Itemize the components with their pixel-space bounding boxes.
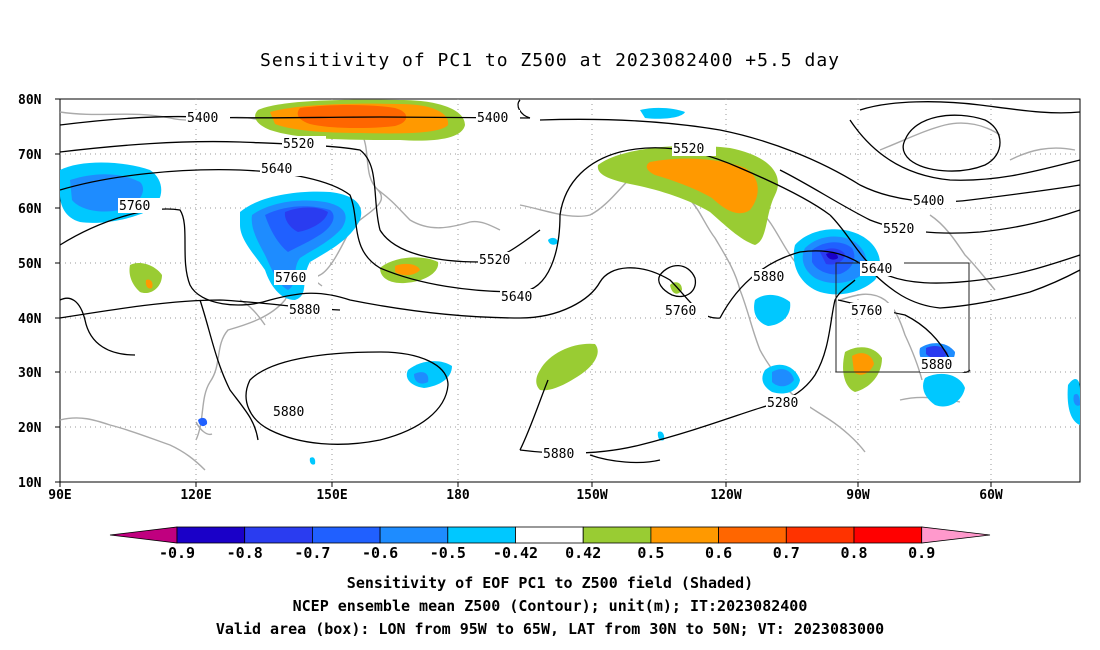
contour-label: 5400 [913, 194, 944, 209]
colorbar-label: -0.8 [227, 544, 263, 562]
contour-label: 5880 [753, 270, 784, 285]
colorbar-label: 0.42 [565, 544, 601, 562]
colorbar-label: 0.7 [773, 544, 800, 562]
lat-labels: 80N 70N 60N 50N 40N 30N 20N 10N [18, 93, 42, 491]
contour-label: 5880 [921, 358, 952, 373]
lat-label: 30N [18, 366, 42, 381]
lon-label: 90W [846, 488, 870, 503]
contour-label: 5400 [187, 111, 218, 126]
shaded-sensitivity [60, 99, 1080, 465]
lat-label: 60N [18, 202, 42, 217]
chart-title: Sensitivity of PC1 to Z500 at 2023082400… [259, 50, 840, 71]
contour-label: 5640 [261, 162, 292, 177]
colorbar-label: 0.8 [840, 544, 867, 562]
contour-label: 5760 [275, 271, 306, 286]
contour-label: 5760 [665, 304, 696, 319]
contour-label: 5520 [673, 142, 704, 157]
contour-label: 5400 [477, 111, 508, 126]
lat-label: 80N [18, 93, 42, 108]
lon-label: 150W [576, 488, 607, 503]
lat-label: 10N [18, 476, 42, 491]
colorbar-label: -0.6 [362, 544, 398, 562]
contour-label: 5640 [501, 290, 532, 305]
lat-label: 40N [18, 312, 42, 327]
lon-label: 60W [979, 488, 1003, 503]
colorbar-label: -0.5 [430, 544, 466, 562]
contour-label: 5760 [851, 304, 882, 319]
contour-label: 5280 [767, 396, 798, 411]
colorbar-label: 0.6 [705, 544, 732, 562]
colorbar-labels: -0.9 -0.8 -0.7 -0.6 -0.5 -0.42 0.42 0.5 0.6 0.7 0.… [159, 544, 935, 562]
lat-label: 50N [18, 257, 42, 272]
colorbar-label: 0.9 [908, 544, 935, 562]
caption-valid-area: Valid area (box): LON from 95W to 65W, L… [215, 620, 885, 638]
contour-label: 5520 [883, 222, 914, 237]
colorbar-label: -0.9 [159, 544, 195, 562]
contour-label: 5520 [479, 253, 510, 268]
contour-label: 5760 [119, 199, 150, 214]
colorbar-label: -0.42 [493, 544, 538, 562]
map-frame [59, 98, 1081, 483]
colorbar-label: 0.5 [637, 544, 664, 562]
caption-shaded: Sensitivity of EOF PC1 to Z500 field (Sh… [346, 574, 754, 592]
lon-label: 120W [710, 488, 741, 503]
contour-label: 5880 [273, 405, 304, 420]
contour-label: 5880 [289, 303, 320, 318]
lat-label: 20N [18, 421, 42, 436]
contour-labels: 5400 5400 5400 5520 5520 5520 5520 5640 … [118, 110, 964, 462]
axis-ticks [55, 98, 992, 487]
lon-label: 120E [180, 488, 211, 503]
lon-label: 180 [446, 488, 470, 503]
lon-labels: 90E 120E 150E 180 150W 120W 90W 60W [48, 488, 1003, 503]
lat-label: 70N [18, 148, 42, 163]
map-panel: 5400 5400 5400 5520 5520 5520 5520 5640 … [18, 93, 1081, 503]
contour-label: 5880 [543, 447, 574, 462]
lon-label: 150E [316, 488, 347, 503]
colorbar-label: -0.7 [294, 544, 330, 562]
lon-label: 90E [48, 488, 71, 503]
contour-label: 5640 [861, 262, 892, 277]
caption-contour: NCEP ensemble mean Z500 (Contour); unit(… [292, 597, 808, 615]
contour-label: 5520 [283, 137, 314, 152]
